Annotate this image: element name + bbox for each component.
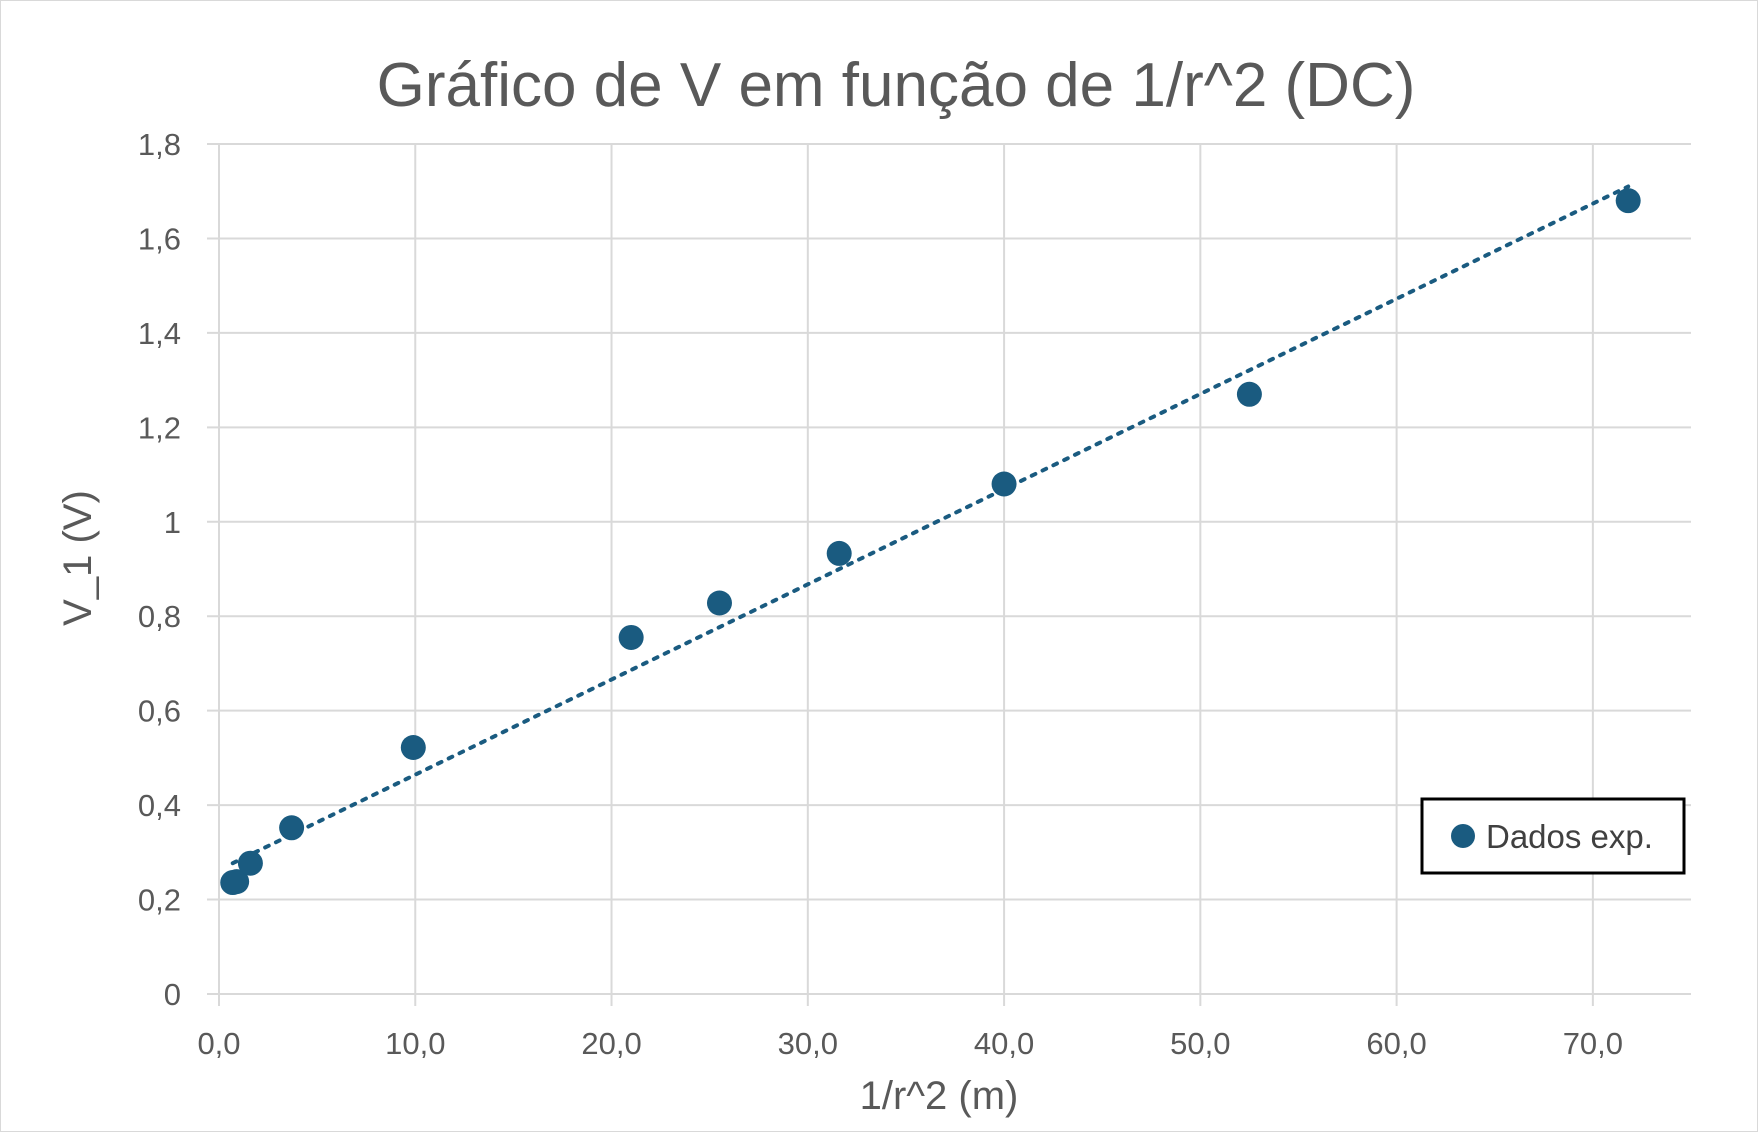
x-tick-label: 70,0 (1563, 1026, 1623, 1061)
data-point (706, 590, 732, 616)
data-point (224, 869, 250, 895)
grid-layer (207, 143, 1691, 1006)
y-tick-label: 0,6 (138, 694, 181, 729)
data-point (618, 624, 644, 650)
x-tick-label: 40,0 (974, 1026, 1034, 1061)
y-tick-label: 1,6 (138, 221, 181, 256)
legend: Dados exp. (1420, 797, 1686, 875)
data-point (1615, 188, 1641, 214)
data-point (1236, 381, 1262, 407)
data-point (279, 815, 305, 841)
y-tick-label: 0,4 (138, 788, 181, 823)
y-tick-label: 1 (164, 505, 181, 540)
x-tick-label: 10,0 (385, 1026, 445, 1061)
data-point (400, 735, 426, 760)
y-tick-label: 1,8 (138, 127, 181, 162)
y-tick-label: 0,8 (138, 599, 181, 634)
chart-title: Gráfico de V em função de 1/r^2 (DC) (377, 51, 1416, 120)
y-tick-label: 1,4 (138, 316, 181, 351)
x-tick-label: 0,0 (197, 1026, 240, 1061)
legend-label: Dados exp. (1486, 818, 1653, 855)
x-tick-label: 60,0 (1366, 1026, 1426, 1061)
data-point (991, 471, 1017, 497)
legend-marker (1451, 824, 1475, 848)
data-point (826, 540, 852, 566)
data-point (237, 850, 263, 876)
trendline (230, 184, 1631, 866)
y-axis-title: V_1 (V) (56, 490, 100, 626)
points-layer (220, 188, 1641, 896)
tick-labels-layer: 0 0,2 0,4 0,6 0,8 1 1,2 1,4 1,6 1,8 0,0 10,0 20,0 30,… (138, 127, 1623, 1061)
trendline-layer (230, 184, 1631, 866)
x-tick-label: 50,0 (1170, 1026, 1230, 1061)
axis-layer (207, 144, 1691, 1006)
y-tick-label: 1,2 (138, 410, 181, 445)
y-tick-label: 0,2 (138, 883, 181, 918)
y-tick-label: 0 (164, 977, 181, 1012)
x-axis-title: 1/r^2 (m) (860, 1074, 1019, 1118)
x-tick-label: 20,0 (581, 1026, 641, 1061)
x-tick-label: 30,0 (778, 1026, 838, 1061)
